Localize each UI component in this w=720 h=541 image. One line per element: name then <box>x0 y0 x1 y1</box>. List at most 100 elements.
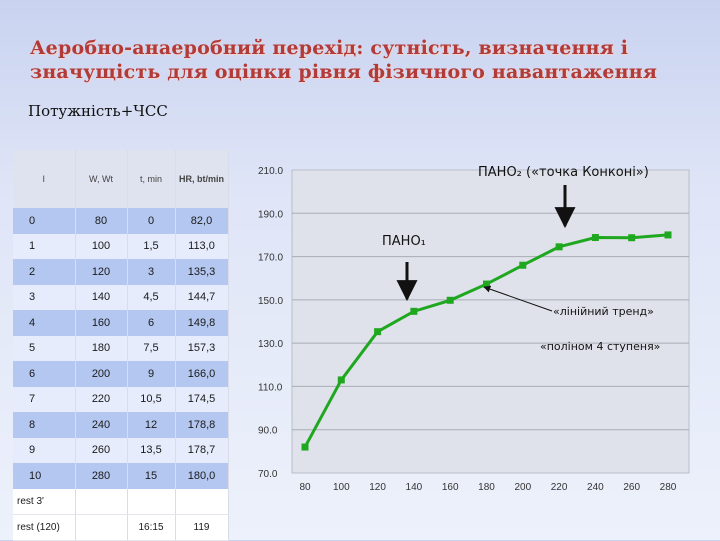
table-row: 3 140 4,5 144,7 <box>13 284 229 310</box>
table-cell: 135,3 <box>175 259 229 285</box>
table-cell: 178,8 <box>175 412 229 438</box>
table-cell: 166,0 <box>175 361 229 387</box>
annotation-polynomial: «поліном 4 ступеня» <box>540 340 660 353</box>
table-rest-row: rest 3' <box>13 488 229 515</box>
data-point <box>301 443 309 451</box>
data-point <box>628 234 636 242</box>
y-tick-label: 190.0 <box>258 209 283 220</box>
y-tick-label: 170.0 <box>258 253 283 264</box>
x-tick-label: 160 <box>442 482 459 493</box>
table-header-row: I W, Wt t, min HR, bt/min <box>13 150 229 208</box>
header-hr: HR, bt/min <box>175 150 229 208</box>
x-tick-label: 140 <box>406 482 423 493</box>
table-cell: 1,5 <box>127 233 176 259</box>
table-cell: 160 <box>75 310 128 336</box>
x-tick-label: 280 <box>660 482 677 493</box>
table-cell: 119 <box>175 514 229 541</box>
x-tick-labels: 80 100 120 140 160 180 200 220 240 260 280 <box>299 482 676 493</box>
header-time: t, min <box>127 150 176 208</box>
table-cell: 9 <box>127 361 176 387</box>
data-point <box>555 243 563 251</box>
y-tick-label: 150.0 <box>258 296 283 307</box>
table-cell: 174,5 <box>175 386 229 412</box>
table-cell: 1 <box>13 233 76 259</box>
annotation-pano2: ПАНО₂ («точка Конконі») <box>478 165 649 180</box>
annotation-pano1: ПАНО₁ <box>382 234 426 249</box>
table-cell: 140 <box>75 284 128 310</box>
table-cell: 144,7 <box>175 284 229 310</box>
table-rest-row: rest (120) 16:15 119 <box>13 514 229 541</box>
table-cell: 5 <box>13 335 76 361</box>
table-cell: 7 <box>13 386 76 412</box>
table-cell: rest (120) <box>13 514 76 541</box>
data-point <box>519 261 527 269</box>
data-table: I W, Wt t, min HR, bt/min 0 80 0 82,0 1 100 1,… <box>13 150 229 541</box>
table-cell: 4,5 <box>127 284 176 310</box>
series-points <box>301 231 672 451</box>
data-point <box>446 296 454 304</box>
table-row: 7 220 10,5 174,5 <box>13 386 229 412</box>
table-row: 4 160 6 149,8 <box>13 310 229 336</box>
data-point <box>374 328 382 336</box>
table-row: 0 80 0 82,0 <box>13 208 229 234</box>
table-row: 2 120 3 135,3 <box>13 259 229 285</box>
data-point <box>337 376 345 384</box>
table-cell: 3 <box>127 259 176 285</box>
table-cell: 200 <box>75 361 128 387</box>
plot-area <box>291 169 690 474</box>
y-tick-label: 110.0 <box>258 382 283 393</box>
annotation-linear-trend: «лінійний тренд» <box>553 305 654 318</box>
table-cell: 4 <box>13 310 76 336</box>
table-cell: 16:15 <box>127 514 176 541</box>
table-cell: 2 <box>13 259 76 285</box>
table-cell: rest 3' <box>13 488 76 515</box>
table-cell: 180 <box>75 335 128 361</box>
data-point <box>591 234 599 242</box>
x-tick-label: 240 <box>587 482 604 493</box>
table-cell: 80 <box>75 208 128 234</box>
data-point <box>664 231 672 239</box>
table-cell: 280 <box>75 463 128 489</box>
table-cell: 15 <box>127 463 176 489</box>
table-cell: 120 <box>75 259 128 285</box>
x-tick-label: 120 <box>369 482 386 493</box>
table-cell <box>127 488 176 515</box>
table-cell <box>75 488 128 515</box>
x-tick-label: 200 <box>514 482 531 493</box>
table-cell: 7,5 <box>127 335 176 361</box>
table-cell: 220 <box>75 386 128 412</box>
table-cell: 13,5 <box>127 437 176 463</box>
subtitle: Потужність+ЧСС <box>28 102 168 120</box>
table-cell: 0 <box>13 208 76 234</box>
y-tick-label: 90.0 <box>258 426 278 437</box>
gridlines <box>292 212 689 431</box>
table-cell: 113,0 <box>175 233 229 259</box>
data-point <box>410 307 418 315</box>
data-point <box>483 280 490 288</box>
x-tick-label: 80 <box>299 482 311 493</box>
x-tick-label: 100 <box>333 482 350 493</box>
table-cell: 157,3 <box>175 335 229 361</box>
table-cell <box>75 514 128 541</box>
x-tick-label: 260 <box>623 482 640 493</box>
x-tick-label: 220 <box>551 482 568 493</box>
table-cell: 10 <box>13 463 76 489</box>
table-cell: 6 <box>13 361 76 387</box>
table-cell: 178,7 <box>175 437 229 463</box>
table-cell: 0 <box>127 208 176 234</box>
table-cell: 260 <box>75 437 128 463</box>
table-cell: 10,5 <box>127 386 176 412</box>
header-stage: I <box>13 150 76 208</box>
table-cell: 100 <box>75 233 128 259</box>
x-tick-label: 180 <box>478 482 495 493</box>
table-cell: 6 <box>127 310 176 336</box>
table-cell: 9 <box>13 437 76 463</box>
y-tick-label: 210.0 <box>258 166 283 177</box>
table-cell: 240 <box>75 412 128 438</box>
table-cell: 3 <box>13 284 76 310</box>
table-row: 1 100 1,5 113,0 <box>13 233 229 259</box>
header-power: W, Wt <box>75 150 128 208</box>
table-cell: 180,0 <box>175 463 229 489</box>
y-tick-labels: 70.0 90.0 110.0 130.0 150.0 170.0 190.0 210.0 <box>258 166 283 480</box>
